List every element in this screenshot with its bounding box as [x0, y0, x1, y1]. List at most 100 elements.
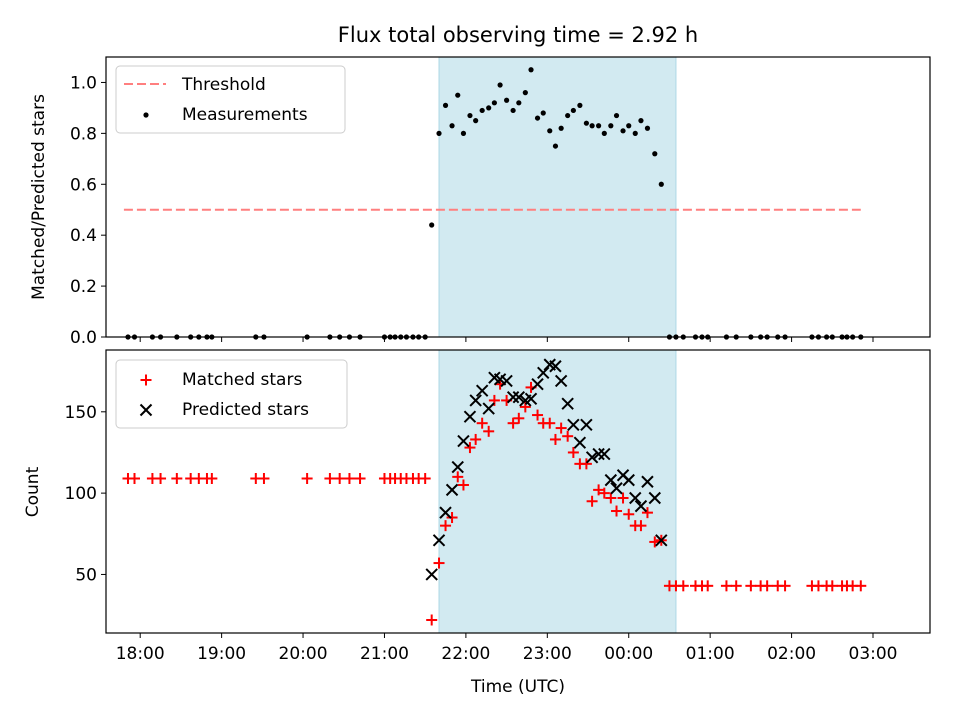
predicted-star-point	[610, 482, 623, 495]
matched-star-point	[419, 472, 431, 484]
bottom-legend: Matched stars Predicted stars	[115, 359, 348, 429]
matched-star-point	[440, 520, 452, 532]
legend-matched-swatch	[140, 374, 152, 386]
measurement-point	[460, 130, 467, 136]
predicted-star-point	[439, 506, 452, 519]
cross-b	[445, 483, 459, 497]
legend-threshold-label: Threshold	[181, 75, 266, 95]
observing-window-top	[438, 56, 677, 338]
cross-b	[139, 403, 153, 417]
cross-b	[629, 491, 642, 505]
cross-b	[531, 377, 544, 391]
measurement-point	[516, 100, 522, 106]
predicted-star-point	[592, 447, 605, 461]
cross-b	[561, 397, 574, 410]
cross-b	[524, 392, 538, 406]
legend-measurements-label: Measurements	[182, 105, 308, 125]
matched-star-point	[677, 580, 689, 592]
cross-b	[463, 410, 477, 423]
predicted-star-point	[531, 377, 544, 391]
matched-star-point	[549, 433, 561, 445]
measurement-point	[449, 123, 455, 129]
measurement-point	[596, 123, 602, 129]
matched-star-point	[745, 580, 757, 592]
bottom-y-axis-label: Count	[23, 466, 43, 517]
cross-b	[554, 374, 568, 388]
measurement-point	[497, 82, 503, 88]
measurement-point	[652, 151, 658, 157]
predicted-star-point	[634, 499, 648, 513]
matched-star-point	[452, 471, 464, 483]
measurement-point	[613, 112, 620, 119]
x-axis-label: Time (UTC)	[470, 677, 565, 697]
matched-star-point	[206, 472, 218, 484]
predicted-star-point	[500, 374, 513, 388]
measurement-point	[479, 107, 485, 114]
matched-star-point	[354, 472, 366, 484]
matched-star-point	[301, 472, 313, 484]
predicted-star-point	[573, 436, 587, 449]
cross-b	[493, 373, 507, 386]
cross-b	[622, 473, 635, 487]
top-legend-box	[115, 65, 346, 134]
matched-star-point	[426, 614, 438, 626]
predicted-star-point	[655, 534, 668, 547]
cross-b	[573, 436, 587, 449]
cross-b	[500, 374, 513, 388]
predicted-star-point	[580, 418, 593, 432]
matched-star-point	[334, 472, 346, 484]
y-tick-label: 0.4	[70, 226, 97, 246]
measurement-point	[528, 67, 534, 73]
matched-star-point	[324, 472, 336, 484]
predicted-star-point	[457, 434, 470, 448]
predicted-star-point	[641, 475, 654, 488]
bottom-panel: 18:00 19:00 20:00 21:00 22:00 23:00 00:00 01:00…	[23, 349, 931, 697]
x-tick-label: 00:00	[604, 644, 653, 664]
x-tick-label: 21:00	[360, 644, 409, 664]
predicted-star-point	[524, 392, 538, 406]
cross-b	[543, 358, 556, 371]
measurement-point	[644, 125, 651, 131]
measurement-point	[510, 107, 516, 114]
matched-star-point	[761, 580, 773, 592]
matched-star-point	[470, 433, 482, 445]
x-tick-label: 19:00	[197, 644, 246, 664]
measurement-point	[620, 128, 626, 134]
top-legend: Threshold Measurements	[115, 65, 346, 134]
measurement-point	[577, 102, 583, 108]
x-tick-label: 01:00	[686, 644, 735, 664]
measurement-point	[547, 128, 553, 134]
matched-star-point	[464, 442, 476, 454]
predicted-star-point	[425, 568, 438, 581]
matched-star-point	[641, 507, 653, 519]
matched-star-point	[605, 492, 617, 504]
measurement-point	[558, 125, 564, 131]
measurement-point	[626, 123, 632, 129]
matched-star-point	[580, 458, 592, 470]
predicted-star-point	[604, 473, 618, 487]
measurement-point	[442, 102, 449, 108]
measurement-point	[583, 120, 589, 126]
cross-b	[604, 473, 618, 487]
predicted-stars-series	[425, 358, 668, 581]
legend-predicted-label: Predicted stars	[182, 400, 309, 420]
matched-stars-series	[122, 378, 867, 626]
matched-star-point	[513, 412, 525, 424]
predicted-star-point	[445, 483, 459, 497]
measurement-point	[658, 181, 664, 187]
measurement-point	[632, 130, 638, 136]
predicted-star-point	[598, 447, 611, 461]
predicted-star-point	[537, 366, 550, 379]
matched-star-point	[544, 417, 556, 429]
measurement-point	[436, 130, 442, 136]
measurement-point	[552, 143, 559, 149]
measurement-point	[522, 90, 528, 96]
observing-window-bottom	[438, 349, 677, 634]
cross-b	[425, 568, 438, 581]
measurement-point	[601, 130, 607, 136]
measurement-point	[534, 115, 541, 121]
predicted-star-point	[567, 418, 580, 432]
matched-star-point	[483, 425, 495, 437]
y-tick-label: 150	[65, 403, 97, 423]
measurement-point	[608, 123, 614, 129]
